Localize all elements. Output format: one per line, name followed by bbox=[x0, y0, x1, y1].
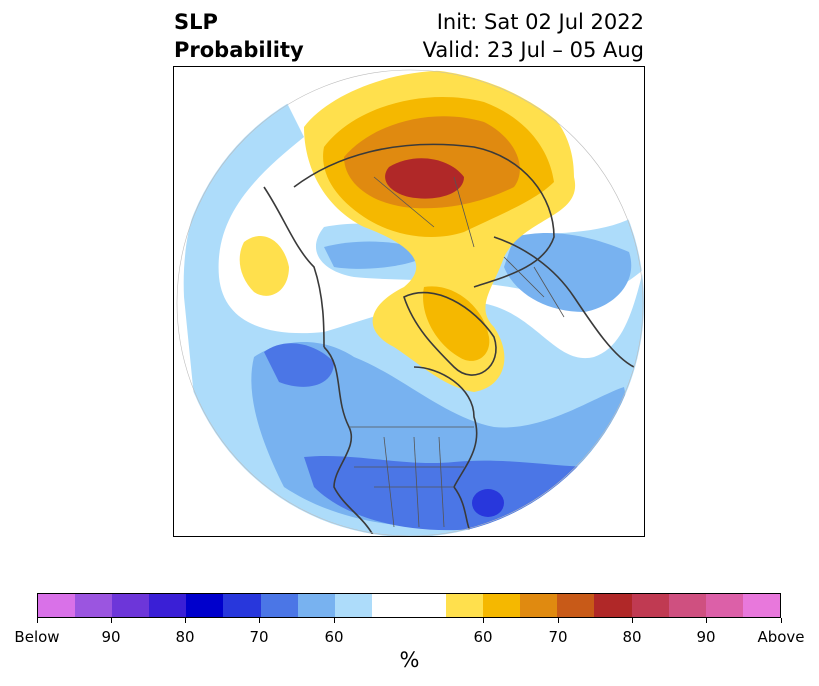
colorbar-segment bbox=[75, 594, 113, 617]
colorbar-segment bbox=[594, 594, 632, 617]
colorbar-tick-label: 60 bbox=[324, 628, 344, 646]
colorbar-segment bbox=[38, 594, 76, 617]
colorbar-tick-mark bbox=[706, 618, 707, 623]
init-date: Init: Sat 02 Jul 2022 bbox=[436, 10, 644, 34]
title-line-1: SLP bbox=[174, 10, 218, 34]
colorbar-segment bbox=[334, 594, 372, 617]
colorbar-segment bbox=[297, 594, 335, 617]
colorbar-tick-label: Below bbox=[14, 628, 60, 646]
coastlines bbox=[263, 143, 635, 536]
colorbar-tick-mark bbox=[558, 618, 559, 623]
colorbar-tick-mark bbox=[781, 618, 782, 623]
colorbar-segment bbox=[149, 594, 187, 617]
map-edge bbox=[176, 69, 644, 536]
valid-period: Valid: 23 Jul – 05 Aug bbox=[422, 38, 644, 62]
borders bbox=[349, 176, 565, 528]
colorbar-tick-label: 90 bbox=[101, 628, 121, 646]
above-70-region bbox=[423, 286, 490, 361]
colorbar-tick-label: 90 bbox=[696, 628, 716, 646]
colorbar-segment bbox=[112, 594, 150, 617]
colorbar-tick-mark bbox=[37, 618, 38, 623]
colorbar-tick-label: 70 bbox=[249, 628, 269, 646]
colorbar-segment bbox=[705, 594, 743, 617]
title-line-2: Probability bbox=[174, 38, 304, 62]
above-60-region bbox=[239, 236, 289, 296]
colorbar-segment bbox=[557, 594, 595, 617]
colorbar-tick-mark bbox=[334, 618, 335, 623]
colorbar-segment bbox=[668, 594, 706, 617]
colorbar-tick-label: 60 bbox=[473, 628, 493, 646]
colorbar-segment bbox=[260, 594, 298, 617]
below-70-region bbox=[504, 232, 632, 312]
colorbar-tick-mark bbox=[259, 618, 260, 623]
forecast-dates: Init: Sat 02 Jul 2022 Valid: 23 Jul – 05… bbox=[423, 8, 644, 64]
below-80-region bbox=[264, 343, 334, 387]
colorbar-segment bbox=[631, 594, 669, 617]
above-90-region bbox=[385, 158, 464, 199]
colorbar-tick-mark bbox=[111, 618, 112, 623]
colorbar-segment bbox=[483, 594, 521, 617]
colorbar-segment bbox=[186, 594, 224, 617]
polar-map bbox=[173, 66, 645, 537]
colorbar-segment bbox=[446, 594, 484, 617]
colorbar-tick-mark bbox=[483, 618, 484, 623]
map-title: SLP Probability bbox=[174, 8, 304, 64]
colorbar-label: % bbox=[399, 648, 420, 672]
colorbar-tick-label: Above bbox=[757, 628, 805, 646]
colorbar-segment bbox=[742, 594, 780, 617]
colorbar-segment bbox=[371, 594, 447, 617]
probability-colorbar bbox=[37, 593, 781, 618]
colorbar-tick-mark bbox=[185, 618, 186, 623]
below-90-region bbox=[472, 489, 504, 517]
colorbar-tick-label: 80 bbox=[175, 628, 195, 646]
colorbar-segment bbox=[223, 594, 261, 617]
colorbar-tick-label: 70 bbox=[548, 628, 568, 646]
colorbar-tick-label: 80 bbox=[622, 628, 642, 646]
colorbar-segment bbox=[520, 594, 558, 617]
probability-map-svg bbox=[176, 69, 644, 536]
colorbar-tick-mark bbox=[632, 618, 633, 623]
